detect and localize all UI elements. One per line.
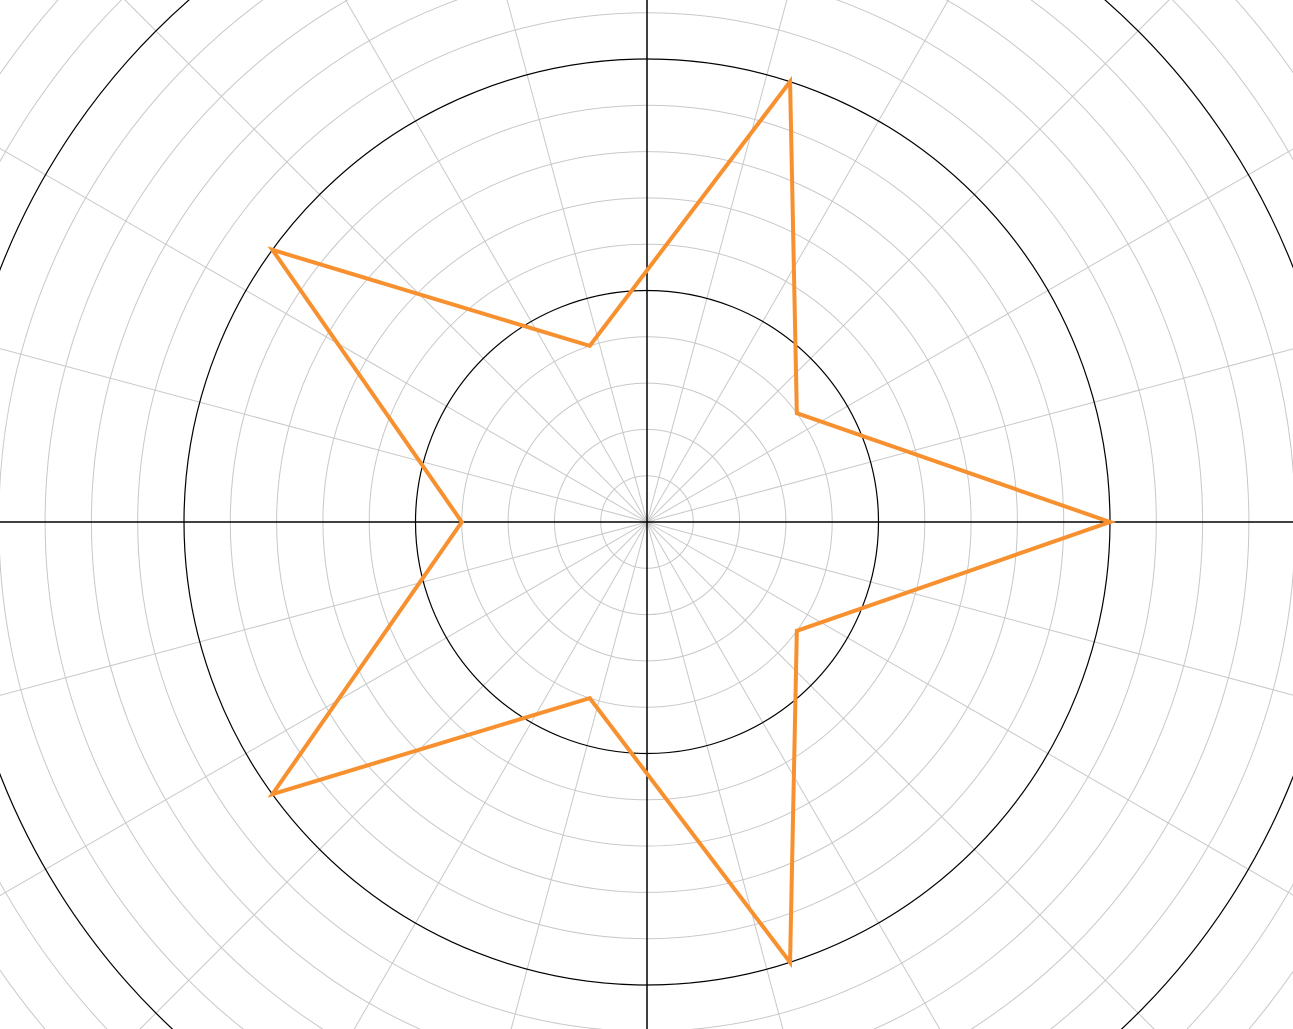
- radial-spoke: [510, 521, 648, 1029]
- radial-spoke: [0, 521, 648, 696]
- radial-spoke: [506, 0, 648, 523]
- radial-spoke: [124, 0, 648, 523]
- radial-spoke: [139, 521, 648, 1029]
- radial-spoke: [646, 0, 788, 523]
- radial-spoke: [646, 521, 941, 1029]
- radial-spoke: [646, 521, 1293, 696]
- radial-spoke: [646, 0, 1170, 523]
- radial-spoke: [345, 0, 648, 523]
- radial-spoke: [646, 0, 949, 523]
- radial-spoke: [0, 521, 648, 897]
- radial-spoke: [646, 521, 1293, 896]
- radial-spoke: [646, 521, 1155, 1029]
- radial-spoke: [646, 348, 1293, 523]
- radial-spoke: [0, 348, 648, 523]
- star-polygon: [267, 75, 1117, 969]
- radial-spoke: [646, 148, 1293, 523]
- radial-spoke: [646, 521, 784, 1029]
- radial-spoke: [0, 147, 648, 523]
- star-shape-layer: [267, 75, 1117, 969]
- radial-spoke: [353, 521, 648, 1029]
